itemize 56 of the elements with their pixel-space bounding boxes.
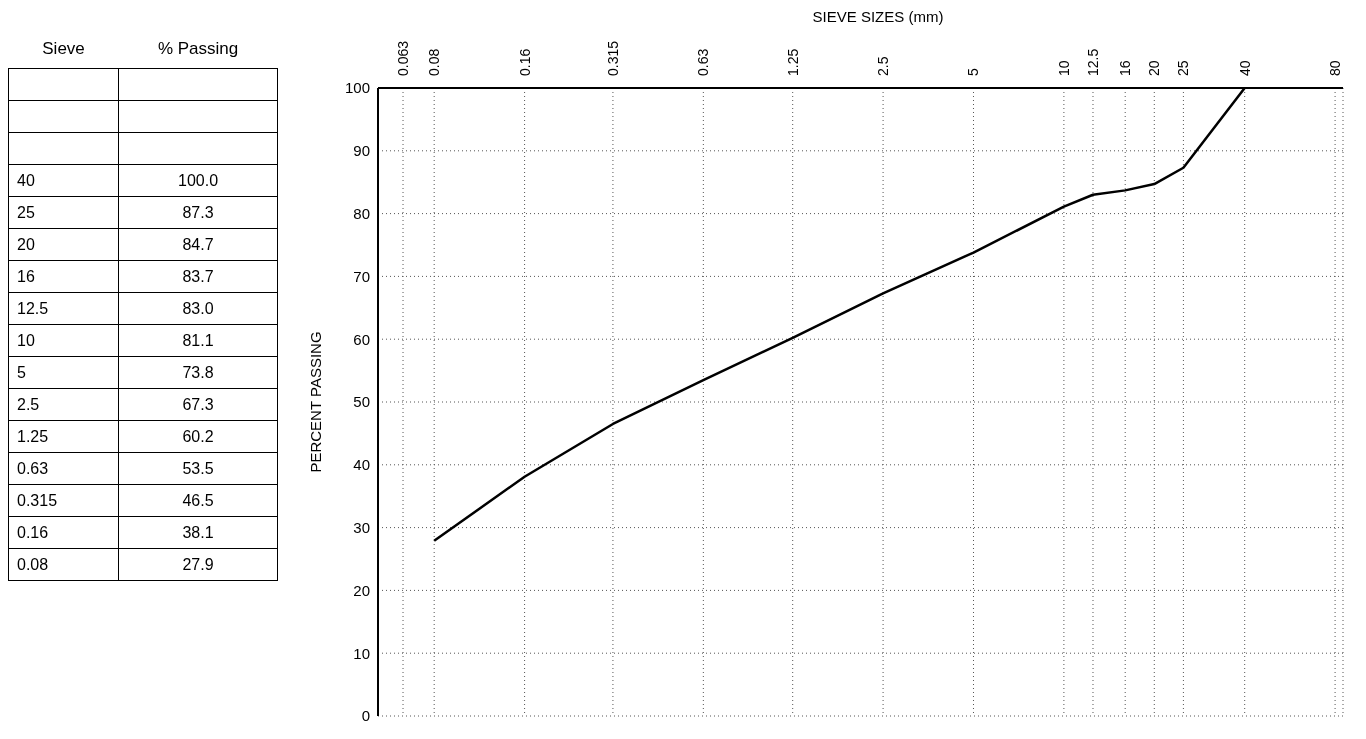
x-tick-label: 5	[965, 68, 982, 76]
x-tick-label: 2.5	[875, 56, 892, 76]
text: % Passing	[156, 38, 240, 60]
text: 25	[8, 196, 119, 229]
text: 2.5	[8, 388, 119, 421]
text: 5	[8, 356, 119, 389]
text: 73.8	[118, 356, 278, 389]
x-tick-label: 25	[1175, 60, 1192, 76]
text: 67.3	[118, 388, 278, 421]
y-tick-label: 30	[353, 518, 370, 536]
text: 0.315	[8, 484, 119, 517]
text: 53.5	[118, 452, 278, 485]
x-tick-label: 0.315	[604, 40, 621, 76]
text: 12.5	[8, 292, 119, 325]
text: 84.7	[118, 228, 278, 261]
text: 0.08	[8, 548, 119, 581]
x-tick-label: 10	[1055, 60, 1072, 76]
text: 10	[8, 324, 119, 357]
text: 46.5	[118, 484, 278, 517]
y-tick-label: 20	[353, 581, 370, 599]
text: 16	[8, 260, 119, 293]
text: 0.16	[8, 516, 119, 549]
text: 87.3	[118, 196, 278, 229]
text: 83.7	[118, 260, 278, 293]
x-tick-label: 0.08	[426, 48, 443, 76]
x-tick-label: 40	[1236, 60, 1253, 76]
text: 40	[8, 164, 119, 197]
x-tick-label: 0.63	[695, 48, 712, 76]
text: 83.0	[118, 292, 278, 325]
text: 27.9	[118, 548, 278, 581]
x-tick-label: 20	[1146, 60, 1163, 76]
y-tick-label: 100	[344, 79, 370, 97]
y-tick-label: 10	[353, 644, 370, 662]
x-tick-label: 16	[1117, 60, 1134, 76]
y-tick-label: 70	[353, 267, 370, 285]
y-tick-label: 40	[353, 456, 370, 474]
x-tick-label: 0.063	[395, 40, 412, 76]
x-tick-label: 12.5	[1084, 48, 1101, 76]
text: 100.0	[118, 164, 278, 197]
y-tick-label: 50	[353, 393, 370, 411]
y-tick-label: 80	[353, 204, 370, 222]
y-tick-label: 0	[361, 707, 370, 725]
text: 20	[8, 228, 119, 261]
y-tick-label: 90	[353, 142, 370, 160]
text: 1.25	[8, 420, 119, 453]
y-tick-label: 60	[353, 330, 370, 348]
y-axis-title: PERCENT PASSING	[307, 331, 325, 473]
text: 81.1	[118, 324, 278, 357]
text: 60.2	[118, 420, 278, 453]
x-tick-label: 0.16	[516, 48, 533, 76]
text: 38.1	[118, 516, 278, 549]
x-tick-label: 1.25	[784, 48, 801, 76]
x-tick-label: 80	[1327, 60, 1344, 76]
text: Sieve	[41, 38, 86, 60]
text: 0.63	[8, 452, 119, 485]
x-axis-title: SIEVE SIZES (mm)	[811, 8, 945, 25]
